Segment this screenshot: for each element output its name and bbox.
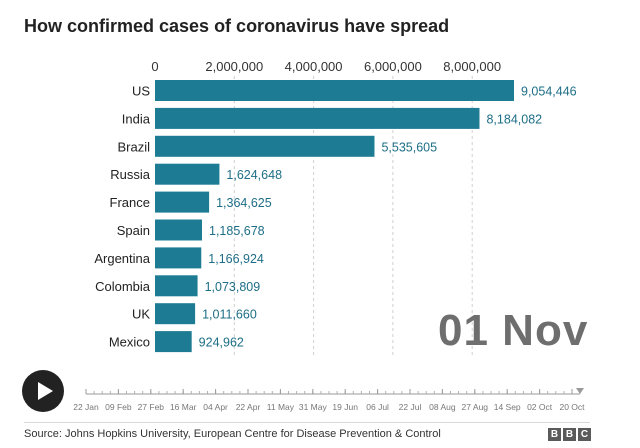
bbc-logo-letter-b1: B <box>548 428 561 441</box>
timeline-label: 11 May <box>267 402 295 412</box>
category-label: US <box>132 84 150 99</box>
timeline-label: 09 Feb <box>105 402 132 412</box>
footer-divider <box>24 422 590 423</box>
x-tick-label: 4,000,000 <box>285 59 343 74</box>
chart-title: How confirmed cases of coronavirus have … <box>24 16 450 36</box>
value-label: 1,624,648 <box>226 168 282 182</box>
timeline-label: 16 Mar <box>170 402 197 412</box>
bar-france <box>155 191 210 213</box>
timeline-label: 08 Aug <box>429 402 456 412</box>
bbc-logo-letter-c: C <box>578 428 591 441</box>
x-tick-label: 6,000,000 <box>364 59 422 74</box>
bar-colombia <box>155 275 198 297</box>
bar-spain <box>155 219 203 241</box>
source-text: Source: Johns Hopkins University, Europe… <box>24 428 441 440</box>
category-label: Russia <box>110 167 151 182</box>
bar-uk <box>155 303 196 325</box>
value-label: 1,364,625 <box>216 196 272 210</box>
value-label: 1,073,809 <box>205 280 261 294</box>
value-label: 1,011,660 <box>202 308 257 322</box>
value-label: 924,962 <box>199 336 244 350</box>
x-tick-label: 2,000,000 <box>205 59 263 74</box>
value-label: 8,184,082 <box>486 112 542 126</box>
category-label: France <box>110 195 150 210</box>
value-label: 9,054,446 <box>521 85 577 99</box>
x-tick-label: 0 <box>151 59 158 74</box>
bar-argentina <box>155 247 202 269</box>
current-date-label: 01 Nov <box>438 306 589 355</box>
timeline-label: 22 Jan <box>73 402 99 412</box>
timeline-label: 19 Jun <box>332 402 358 412</box>
timeline-label: 31 May <box>299 402 328 412</box>
category-label: Spain <box>117 223 150 238</box>
bar-chart: 0 2,000,000 4,000,000 6,000,000 8,000,000 US 9… <box>94 59 577 358</box>
play-icon <box>38 382 53 400</box>
value-label: 5,535,605 <box>381 140 437 154</box>
timeline-label: 22 Jul <box>399 402 422 412</box>
x-tick-label: 8,000,000 <box>443 59 501 74</box>
category-label: Mexico <box>109 335 150 350</box>
category-label: Colombia <box>95 279 151 294</box>
category-label: India <box>122 111 151 126</box>
bbc-logo-letter-b2: B <box>563 428 576 441</box>
bbc-logo: B B C <box>548 428 591 441</box>
play-button[interactable] <box>22 370 64 412</box>
timeline-label: 02 Oct <box>527 402 553 412</box>
bar-us <box>155 80 514 101</box>
timeline-label: 06 Jul <box>366 402 389 412</box>
timeline-label: 20 Oct <box>559 402 585 412</box>
bar-mexico <box>155 331 192 353</box>
value-label: 1,185,678 <box>209 224 265 238</box>
bar-brazil <box>155 135 375 157</box>
timeline-scrubber[interactable]: 22 Jan 09 Feb 27 Feb 16 Mar 04 Apr 22 Apr 11 M… <box>0 0 640 420</box>
timeline-label: 14 Sep <box>494 402 521 412</box>
timeline-label: 04 Apr <box>203 402 228 412</box>
timeline-label: 27 Feb <box>138 402 165 412</box>
bar-russia <box>155 163 220 185</box>
timeline-handle[interactable] <box>576 388 584 394</box>
bar-india <box>155 107 480 129</box>
value-label: 1,166,924 <box>208 252 264 266</box>
category-label: UK <box>132 307 150 322</box>
category-label: Argentina <box>94 251 150 266</box>
timeline-label: 22 Apr <box>236 402 261 412</box>
timeline-label: 27 Aug <box>462 402 489 412</box>
category-label: Brazil <box>117 139 150 154</box>
